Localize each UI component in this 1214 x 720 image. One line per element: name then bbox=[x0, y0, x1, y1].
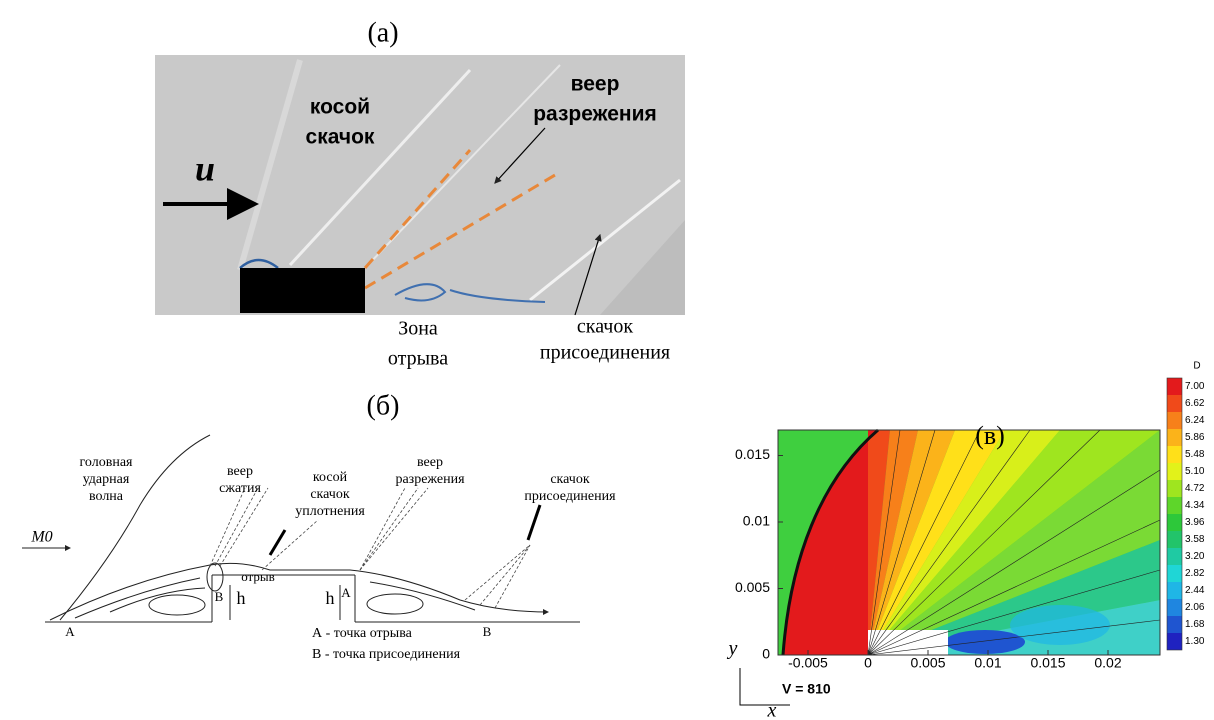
colorbar-label: 1.68 bbox=[1185, 619, 1205, 630]
colorbar-swatch bbox=[1167, 616, 1182, 633]
colorbar-swatch bbox=[1167, 395, 1182, 412]
colorbar-label: 4.72 bbox=[1185, 483, 1205, 494]
annotation: веер bbox=[417, 455, 443, 470]
colorbar-label: 2.82 bbox=[1185, 568, 1205, 579]
marker: h bbox=[326, 588, 335, 608]
y-tick-label: 0 bbox=[762, 646, 770, 662]
figure: (а) u косой скачок веер разрежения Зона … bbox=[0, 0, 1214, 720]
colorbar-swatch bbox=[1167, 548, 1182, 565]
annotation: разрежения bbox=[395, 472, 465, 487]
annotation: головная bbox=[80, 455, 134, 470]
colorbar-label: 5.48 bbox=[1185, 449, 1205, 460]
colorbar-swatch bbox=[1167, 633, 1182, 650]
colorbar-label: 3.20 bbox=[1185, 551, 1205, 562]
colorbar-title: D bbox=[1193, 361, 1200, 372]
colorbar-label: 3.58 bbox=[1185, 534, 1205, 545]
annotation: веер bbox=[227, 464, 253, 479]
x-tick-label: 0 bbox=[864, 655, 872, 671]
colorbar-label: 2.06 bbox=[1185, 602, 1205, 613]
annotation: разрежения bbox=[533, 103, 657, 126]
annotation: волна bbox=[89, 489, 124, 504]
annotation: M0 bbox=[30, 529, 52, 546]
colorbar-label: 4.34 bbox=[1185, 500, 1205, 511]
y-tick-label: 0.01 bbox=[743, 513, 770, 529]
x-tick-label: 0.02 bbox=[1094, 655, 1121, 671]
x-tick-label: -0.005 bbox=[788, 655, 828, 671]
panel-label: (а) bbox=[367, 17, 398, 48]
annotation: сжатия bbox=[219, 481, 261, 496]
annotation: V = 810 bbox=[782, 681, 831, 697]
colorbar-swatch bbox=[1167, 429, 1182, 446]
annotation: Зона bbox=[398, 318, 438, 340]
axis-label: y bbox=[727, 638, 738, 660]
y-tick-label: 0.005 bbox=[735, 579, 770, 595]
annotation: косой bbox=[310, 96, 370, 119]
marker: A bbox=[65, 624, 75, 639]
y-tick-label: 0.015 bbox=[735, 446, 770, 462]
x-tick-label: 0.005 bbox=[910, 655, 945, 671]
colorbar-label: 5.10 bbox=[1185, 466, 1205, 477]
colorbar-swatch bbox=[1167, 514, 1182, 531]
colorbar-label: 6.62 bbox=[1185, 398, 1205, 409]
marker: отрыв bbox=[241, 569, 275, 584]
annotation: ударная bbox=[83, 472, 130, 487]
annotation: присоединения bbox=[540, 342, 670, 364]
marker: B bbox=[483, 624, 492, 639]
annotation: косой bbox=[313, 470, 348, 485]
colorbar-swatch bbox=[1167, 582, 1182, 599]
colorbar-swatch bbox=[1167, 412, 1182, 429]
colorbar-swatch bbox=[1167, 565, 1182, 582]
colorbar-label: 5.86 bbox=[1185, 432, 1205, 443]
legend-entry: В - точка присоединения bbox=[312, 647, 461, 662]
colorbar-swatch bbox=[1167, 480, 1182, 497]
legend-entry: А - точка отрыва bbox=[312, 626, 413, 641]
annotation: веер bbox=[571, 73, 620, 96]
axis-label: x bbox=[767, 700, 777, 720]
colorbar-swatch bbox=[1167, 497, 1182, 514]
colorbar-label: 6.24 bbox=[1185, 415, 1205, 426]
colorbar-swatch bbox=[1167, 446, 1182, 463]
marker: A bbox=[341, 585, 351, 600]
marker: h bbox=[237, 588, 246, 608]
annotation: скачок bbox=[306, 126, 375, 149]
annotation: скачок bbox=[550, 472, 589, 487]
annotation: скачок bbox=[310, 487, 349, 502]
colorbar-swatch bbox=[1167, 531, 1182, 548]
panel-label: (в) bbox=[975, 421, 1005, 450]
colorbar-label: 7.00 bbox=[1185, 381, 1205, 392]
panel-label: (б) bbox=[367, 390, 400, 421]
colorbar-label: 3.96 bbox=[1185, 517, 1205, 528]
annotation: присоединения bbox=[524, 489, 616, 504]
colorbar-swatch bbox=[1167, 599, 1182, 616]
colorbar-label: 2.44 bbox=[1185, 585, 1205, 596]
colorbar: 7.00 6.62 6.24 5.86 5.48 5.10 4.72 4.34 3.96 3.58… bbox=[1167, 378, 1205, 650]
annotation: уплотнения bbox=[295, 504, 365, 519]
annotation: отрыва bbox=[388, 348, 448, 370]
colorbar-swatch bbox=[1167, 463, 1182, 480]
colorbar-label: 1.30 bbox=[1185, 636, 1205, 647]
marker: B bbox=[215, 589, 224, 604]
x-tick-label: 0.01 bbox=[974, 655, 1001, 671]
annotation: скачок bbox=[577, 316, 633, 338]
colorbar-swatch bbox=[1167, 378, 1182, 395]
velocity-label: u bbox=[195, 148, 215, 188]
x-tick-label: 0.015 bbox=[1030, 655, 1065, 671]
